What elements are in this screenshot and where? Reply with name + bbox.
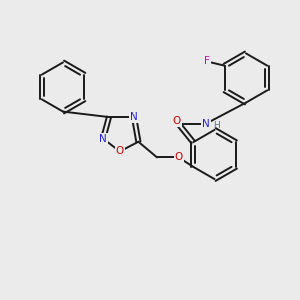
Text: N: N [130,112,138,122]
Text: O: O [175,152,183,162]
Text: H: H [213,122,220,130]
Text: N: N [99,134,107,144]
Text: O: O [116,146,124,156]
Text: O: O [172,116,181,126]
Text: F: F [204,56,210,66]
Text: N: N [202,118,210,129]
